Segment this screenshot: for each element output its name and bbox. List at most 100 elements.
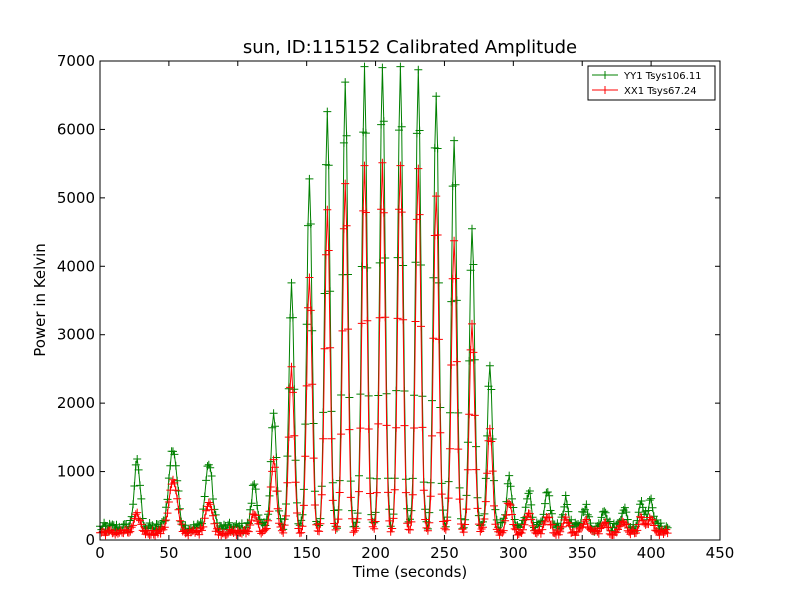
series-line — [99, 162, 669, 537]
data-point — [419, 486, 428, 495]
data-point — [634, 520, 643, 529]
data-point — [160, 523, 169, 532]
data-point — [546, 506, 555, 515]
data-point — [251, 511, 260, 520]
data-point — [198, 526, 206, 535]
data-point — [131, 510, 140, 519]
data-point — [623, 515, 632, 524]
data-point — [622, 520, 631, 528]
data-point — [622, 508, 631, 517]
data-point — [163, 509, 172, 518]
data-point — [392, 423, 401, 432]
data-point — [301, 420, 310, 429]
data-point — [174, 505, 183, 514]
data-point — [294, 524, 303, 533]
data-point — [527, 500, 536, 509]
y-axis-label: Power in Kelvin — [31, 243, 49, 357]
data-point — [594, 529, 603, 538]
data-point — [308, 326, 317, 335]
data-point — [648, 503, 657, 512]
data-point — [324, 246, 333, 255]
data-point — [320, 289, 329, 298]
x-tick-label: 450 — [706, 544, 735, 562]
data-point — [428, 431, 436, 440]
data-point — [355, 487, 363, 496]
data-point — [432, 192, 441, 201]
data-point — [175, 504, 184, 513]
data-point — [525, 487, 534, 495]
data-point — [136, 516, 144, 525]
data-point — [320, 344, 329, 353]
data-point — [126, 527, 135, 536]
data-point — [615, 522, 624, 531]
data-point — [519, 525, 527, 534]
data-point — [487, 385, 496, 394]
data-point — [371, 517, 380, 526]
data-point — [403, 519, 412, 528]
data-point — [637, 497, 646, 505]
data-point — [284, 384, 293, 393]
data-point — [423, 526, 432, 535]
data-point — [322, 250, 330, 259]
data-point — [634, 508, 643, 517]
data-point — [505, 471, 514, 480]
data-point — [583, 510, 592, 519]
data-point — [297, 516, 306, 525]
data-point — [620, 520, 629, 529]
data-point — [367, 515, 376, 524]
data-point — [275, 519, 284, 528]
data-point — [360, 62, 369, 71]
data-point — [363, 263, 372, 272]
data-point — [330, 506, 339, 515]
data-point — [290, 431, 299, 440]
data-point — [436, 428, 445, 437]
data-point — [305, 174, 314, 183]
data-point — [443, 516, 452, 525]
data-point — [644, 520, 653, 529]
data-point — [265, 507, 274, 516]
data-point — [582, 515, 591, 524]
x-tick-label: 350 — [568, 544, 597, 562]
data-point — [246, 521, 255, 529]
data-point — [645, 496, 654, 505]
data-point — [517, 529, 526, 537]
data-point — [455, 495, 464, 504]
data-point — [171, 486, 180, 495]
data-point — [487, 437, 496, 446]
data-point — [280, 521, 289, 530]
data-point — [323, 205, 332, 214]
data-point — [434, 278, 443, 287]
data-point — [656, 519, 665, 528]
data-point — [626, 530, 635, 539]
data-point — [301, 452, 310, 461]
x-tick-label: 400 — [637, 544, 666, 562]
data-point — [417, 322, 425, 331]
data-point — [282, 511, 290, 520]
data-point — [286, 383, 295, 392]
data-point — [310, 501, 319, 509]
data-point — [483, 431, 492, 440]
data-point — [389, 514, 398, 523]
data-point — [363, 316, 372, 325]
data-point — [451, 180, 460, 189]
data-point — [429, 273, 438, 282]
data-point — [269, 409, 278, 418]
data-point — [225, 518, 234, 527]
data-point — [195, 530, 204, 539]
data-point — [328, 496, 337, 505]
data-point — [312, 520, 321, 529]
y-tick-label: 7000 — [57, 52, 95, 70]
plot-area — [96, 62, 672, 540]
data-point — [647, 494, 656, 503]
data-point — [130, 514, 139, 523]
legend-entry: YY1 Tsys106.11 — [592, 71, 702, 82]
data-point — [308, 380, 317, 389]
data-point — [452, 357, 461, 366]
data-point — [334, 515, 343, 524]
data-point — [200, 492, 209, 501]
data-point — [127, 523, 136, 532]
data-point — [209, 511, 217, 520]
data-point — [246, 505, 255, 514]
data-point — [561, 513, 570, 522]
data-point — [341, 179, 350, 188]
